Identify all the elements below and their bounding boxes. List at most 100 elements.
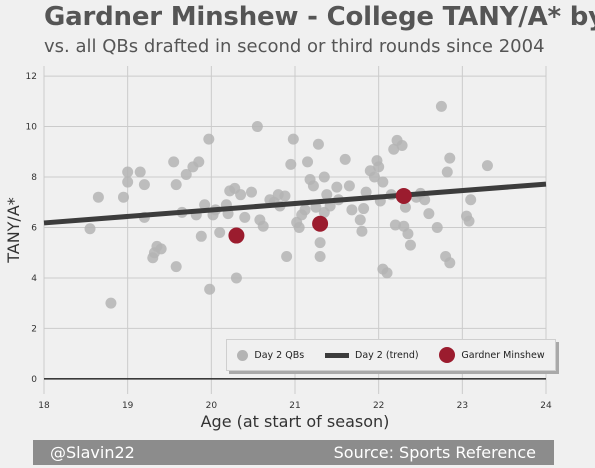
day2-point [354,214,366,226]
day2-point [199,199,211,211]
day2-point [465,194,477,206]
day2-point [312,138,324,150]
trend-line [43,181,547,226]
day2-point [314,237,326,249]
day2-point [302,156,314,168]
x-tick-label: 23 [457,401,468,411]
day2-point [463,215,475,227]
legend-item-minshew: Gardner Minshew [439,347,545,363]
chart-legend: Day 2 QBs Day 2 (trend) Gardner Minshew [226,339,556,371]
day2-point [360,186,372,198]
day2-point [314,250,326,262]
day2-point [84,223,96,235]
day2-point [117,191,129,203]
day2-point [481,160,493,172]
minshew-point [395,187,412,204]
day2-point [134,166,146,178]
day2-point [381,267,393,279]
y-tick-label: 6 [31,223,37,233]
x-tick-label: 20 [206,401,218,411]
day2-point [373,161,385,173]
day2-point [419,194,431,206]
y-tick-label: 12 [26,72,37,82]
legend-label-day2: Day 2 QBs [254,349,305,361]
day2-point [377,176,389,188]
day2-point [230,272,242,284]
y-tick-label: 4 [31,274,37,284]
day2-point [245,186,257,198]
day2-point [299,204,311,216]
footer-author: @Slavin22 [50,443,135,462]
x-axis-label: Age (at start of season) [201,412,390,431]
day2-point [402,228,414,240]
day2-point [404,239,416,251]
day2-point [168,156,180,168]
minshew-point [312,215,329,232]
day2-point [441,166,453,178]
y-tick-label: 8 [31,173,37,183]
day2-point [195,230,207,242]
day2-point [396,139,408,151]
x-tick-label: 24 [540,401,552,411]
day2-point [358,203,370,215]
day2-point [321,189,333,201]
day2-point [251,121,263,133]
y-tick-label: 10 [26,123,38,133]
day2-point [122,166,134,178]
day2-point [180,168,192,180]
day2-point [155,243,167,255]
day2-point [239,211,251,223]
day2-point [339,153,351,165]
legend-large-dot-icon [439,347,456,363]
day2-point [388,143,400,155]
y-tick-label: 0 [31,375,37,385]
minshew-points [228,187,412,244]
grid-lines [43,66,547,394]
legend-dot-icon [237,349,249,361]
day2-point [204,283,216,295]
legend-item-day2: Day 2 QBs [237,349,305,361]
day2-point [331,181,343,193]
day2-point [281,250,293,262]
day2-point [356,225,368,237]
chart-subtitle: vs. all QBs drafted in second or third r… [44,36,545,57]
day2-point [214,227,226,239]
legend-line-icon [325,352,350,358]
day2-point [138,179,150,191]
legend-label-minshew: Gardner Minshew [461,349,545,361]
day2-point [105,297,117,309]
day2-points [84,100,493,309]
day2-point [287,133,299,145]
y-tick-label: 2 [31,324,37,334]
day2-point [122,176,134,188]
day2-point [170,261,182,273]
day2-point [203,133,215,145]
x-tick-label: 19 [122,401,134,411]
chart-title: Gardner Minshew - College TANY/A* by Age [44,2,595,32]
day2-point [431,221,443,233]
day2-point [170,179,182,191]
x-tick-label: 18 [38,401,50,411]
minshew-point [228,227,245,244]
day2-point [257,220,269,232]
day2-point [399,201,411,213]
day2-point [423,208,435,220]
day2-point [346,204,358,216]
day2-point [444,152,456,164]
day2-point [92,191,104,203]
trend-line-group [43,181,547,226]
day2-point [444,257,456,269]
day2-point [307,180,319,192]
x-tick-label: 22 [373,401,384,411]
day2-point [193,156,205,168]
day2-point [368,171,380,183]
legend-item-trend: Day 2 (trend) [325,350,419,361]
day2-point [343,180,355,192]
footer-bar: @Slavin22 Source: Sports Reference [33,440,554,465]
day2-point [285,158,297,170]
day2-point [435,100,447,112]
legend-label-trend: Day 2 (trend) [355,349,419,361]
y-axis-label: TANY/A* [4,197,23,264]
